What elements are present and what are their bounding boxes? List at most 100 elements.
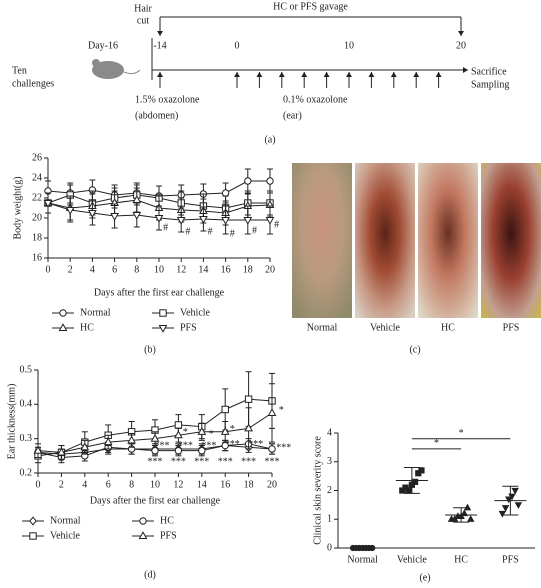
x-tick-label: PFS bbox=[502, 554, 519, 565]
panel-label: (b) bbox=[144, 344, 156, 355]
gavage-title: HC or PFS gavage bbox=[273, 1, 348, 12]
annotation: # bbox=[185, 226, 190, 237]
x-tick-label: 2 bbox=[68, 264, 73, 275]
legend-label: HC bbox=[80, 322, 94, 333]
marker bbox=[243, 216, 253, 225]
y-tick-label: 3 bbox=[327, 456, 332, 467]
annotation: * bbox=[230, 424, 235, 435]
arrow-head bbox=[413, 72, 420, 77]
photo-label: HC bbox=[441, 322, 455, 333]
marker bbox=[80, 442, 90, 451]
x-tick-label: 18 bbox=[244, 479, 254, 490]
x-tick-label: 0 bbox=[36, 479, 41, 490]
arrow-head bbox=[234, 72, 240, 77]
marker bbox=[405, 487, 412, 494]
marker bbox=[265, 216, 275, 225]
x-tick-label: 8 bbox=[129, 479, 134, 490]
x-axis-label: Days after the first ear challenge bbox=[90, 495, 221, 506]
annotation: # bbox=[208, 226, 213, 237]
day-tick-label: 0 bbox=[235, 40, 240, 51]
x-tick-label: 20 bbox=[265, 264, 275, 275]
x-tick-label: Normal bbox=[347, 554, 378, 565]
x-tick-label: 14 bbox=[197, 479, 207, 490]
y-tick-label: 16 bbox=[32, 252, 42, 263]
significance-label: * bbox=[459, 428, 464, 439]
marker bbox=[150, 433, 160, 442]
marker bbox=[151, 446, 159, 455]
y-tick-label: 0.3 bbox=[20, 433, 33, 444]
marker bbox=[58, 323, 68, 332]
panel-label: (c) bbox=[409, 344, 420, 355]
marker bbox=[267, 408, 277, 416]
x-tick-label: HC bbox=[454, 554, 468, 565]
y-tick-label: 1 bbox=[327, 514, 332, 525]
marker bbox=[29, 516, 37, 526]
marker bbox=[88, 209, 97, 218]
marker bbox=[65, 206, 75, 215]
photo-label: Normal bbox=[307, 322, 338, 333]
marker bbox=[29, 532, 37, 540]
annotation: # bbox=[230, 228, 235, 239]
mouse-icon bbox=[92, 59, 141, 79]
arrow-head bbox=[157, 31, 163, 36]
y-tick-label: 0.4 bbox=[20, 399, 33, 410]
annotation: *** bbox=[201, 441, 216, 452]
x-tick-label: 4 bbox=[82, 479, 87, 490]
marker bbox=[411, 478, 419, 485]
x-tick-label: 8 bbox=[134, 264, 139, 275]
y-tick-label: 24 bbox=[32, 172, 42, 183]
marker bbox=[110, 212, 119, 221]
marker bbox=[33, 445, 43, 454]
arrow-head bbox=[157, 72, 163, 77]
arrow-head bbox=[301, 72, 308, 77]
annotation: * bbox=[279, 405, 284, 416]
left-label: challenges bbox=[12, 78, 54, 89]
marker bbox=[59, 309, 67, 317]
marker bbox=[221, 189, 230, 197]
marker bbox=[501, 505, 510, 512]
photo-label: PFS bbox=[503, 322, 520, 333]
y-tick-label: 26 bbox=[32, 152, 42, 163]
left-label: Ten bbox=[12, 65, 27, 76]
y-axis-label: Ear thickness(mm) bbox=[6, 384, 17, 460]
arrow-head bbox=[390, 72, 397, 77]
marker bbox=[467, 515, 475, 522]
annotation: *** bbox=[194, 456, 209, 467]
hair-cut-label: Hair bbox=[134, 3, 152, 14]
marker bbox=[43, 199, 53, 208]
sensitization-label: 1.5% oxazolone bbox=[135, 94, 200, 105]
panel-label: (e) bbox=[419, 572, 430, 583]
marker bbox=[57, 447, 66, 456]
annotation: *** bbox=[241, 456, 256, 467]
arrow-head bbox=[323, 72, 330, 77]
arrow-head bbox=[346, 72, 352, 77]
legend-label: Normal bbox=[50, 515, 81, 526]
annotation: # bbox=[252, 225, 257, 236]
marker bbox=[176, 216, 186, 225]
y-tick-label: 0.2 bbox=[20, 467, 33, 478]
panel-label: (a) bbox=[264, 134, 275, 145]
marker bbox=[498, 510, 507, 518]
x-tick-label: 6 bbox=[112, 264, 117, 275]
marker bbox=[132, 211, 142, 220]
arrow-head bbox=[368, 72, 375, 77]
marker bbox=[511, 487, 519, 495]
legend-label: Vehicle bbox=[180, 307, 211, 318]
annotation: *** bbox=[265, 456, 280, 467]
end-label: Sampling bbox=[471, 79, 509, 90]
legend-label: Vehicle bbox=[50, 530, 81, 541]
x-tick-label: 0 bbox=[46, 264, 51, 275]
x-tick-label: 6 bbox=[106, 479, 111, 490]
day-tick-label: -14 bbox=[153, 40, 166, 51]
marker bbox=[199, 215, 208, 224]
day-tick-label: 20 bbox=[456, 40, 466, 51]
annotation: * bbox=[183, 427, 188, 438]
photo-normal bbox=[292, 163, 352, 318]
marker bbox=[244, 395, 253, 403]
panel-label: (d) bbox=[144, 569, 156, 580]
y-axis-label: Clinical skin severity score bbox=[312, 436, 323, 545]
marker bbox=[221, 405, 229, 414]
annotation: *** bbox=[178, 441, 193, 452]
marker bbox=[103, 437, 113, 446]
day-tick-label: 10 bbox=[344, 40, 354, 51]
